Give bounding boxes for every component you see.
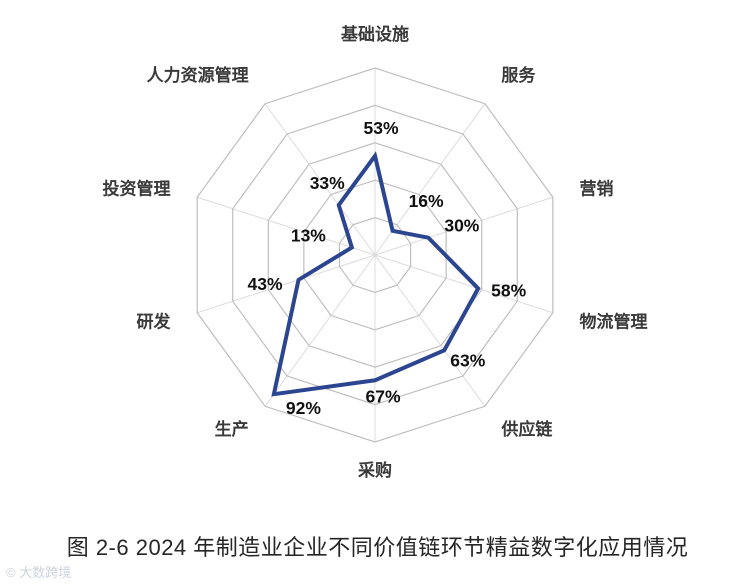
axis-label: 营销 — [579, 179, 613, 199]
watermark: © 大数跨境 — [6, 565, 72, 580]
grid-spoke — [264, 254, 376, 407]
value-label: 30% — [444, 216, 479, 236]
axis-label: 基础设施 — [340, 24, 409, 44]
grid-spoke — [374, 196, 554, 256]
grid-ring — [303, 179, 447, 331]
grid-spoke — [374, 254, 554, 314]
axis-label: 人力资源管理 — [147, 65, 249, 85]
grid-ring — [267, 142, 483, 368]
value-label: 43% — [247, 274, 282, 294]
grid-spoke — [264, 103, 376, 256]
axis-label: 物流管理 — [579, 311, 647, 331]
axis-label: 研发 — [137, 311, 172, 331]
axis-label: 服务 — [501, 65, 536, 85]
grid-spoke — [196, 254, 376, 314]
value-label: 53% — [363, 118, 398, 138]
value-label: 63% — [450, 350, 485, 370]
grid-spoke — [374, 254, 486, 407]
axis-label: 采购 — [357, 460, 392, 480]
axis-label: 投资管理 — [103, 179, 171, 199]
figure-caption: 图 2-6 2024 年制造业企业不同价值链环节精益数字化应用情况 — [66, 535, 689, 560]
value-label: 33% — [310, 173, 345, 193]
grid-ring — [232, 104, 518, 406]
value-label: 58% — [491, 281, 526, 301]
grid-spoke — [196, 196, 376, 256]
axis-label: 供应链 — [500, 419, 553, 439]
value-label: 92% — [286, 398, 321, 418]
grid-ring — [338, 216, 412, 294]
data-polygon — [271, 151, 481, 397]
grid-ring — [196, 67, 554, 443]
value-label: 16% — [409, 191, 444, 211]
value-label: 67% — [365, 386, 400, 406]
axis-label: 生产 — [215, 419, 249, 439]
value-label: 13% — [291, 225, 326, 245]
